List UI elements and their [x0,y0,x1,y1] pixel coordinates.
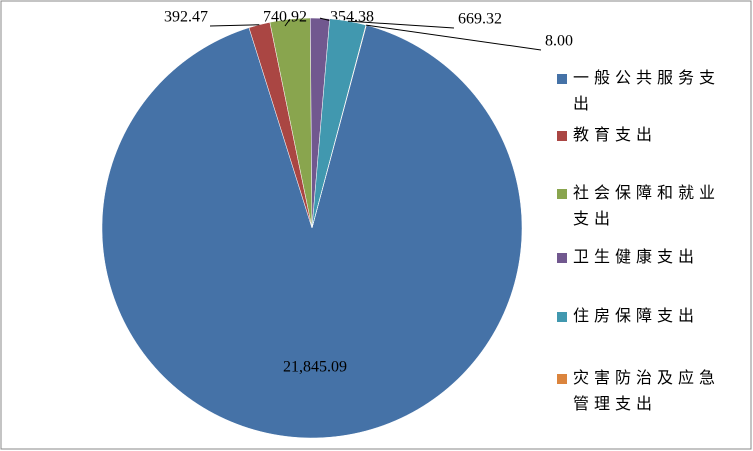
leader-line [366,24,542,51]
legend-label: 灾害防治及应急管理支出 [573,370,721,413]
legend-label: 卫生健康支出 [573,249,700,266]
data-label: 669.32 [458,11,502,28]
leader-line [209,24,260,27]
data-label: 392.47 [164,9,208,26]
legend-item: 灾害防治及应急管理支出 [557,366,723,418]
pie-slice [101,24,523,439]
data-label: 740.92 [263,9,307,26]
legend-swatch [557,131,567,141]
data-label: 8.00 [545,33,573,50]
legend-label: 住房保障支出 [573,308,700,325]
legend-item: 住房保障支出 [557,304,723,330]
legend-swatch [557,312,567,322]
legend-swatch [557,189,567,199]
legend-item: 一般公共服务支出 [557,66,723,118]
legend-label: 教育支出 [573,127,658,144]
leader-line [284,18,291,27]
legend-swatch [557,74,567,84]
legend-label: 社会保障和就业支出 [573,185,721,228]
legend-swatch [557,374,567,384]
legend-item: 卫生健康支出 [557,245,723,271]
legend-item: 社会保障和就业支出 [557,181,723,233]
legend-label: 一般公共服务支出 [573,70,721,113]
data-label: 21,845.09 [283,359,347,376]
leader-line [347,20,455,29]
legend-swatch [557,253,567,263]
legend-item: 教育支出 [557,123,723,149]
